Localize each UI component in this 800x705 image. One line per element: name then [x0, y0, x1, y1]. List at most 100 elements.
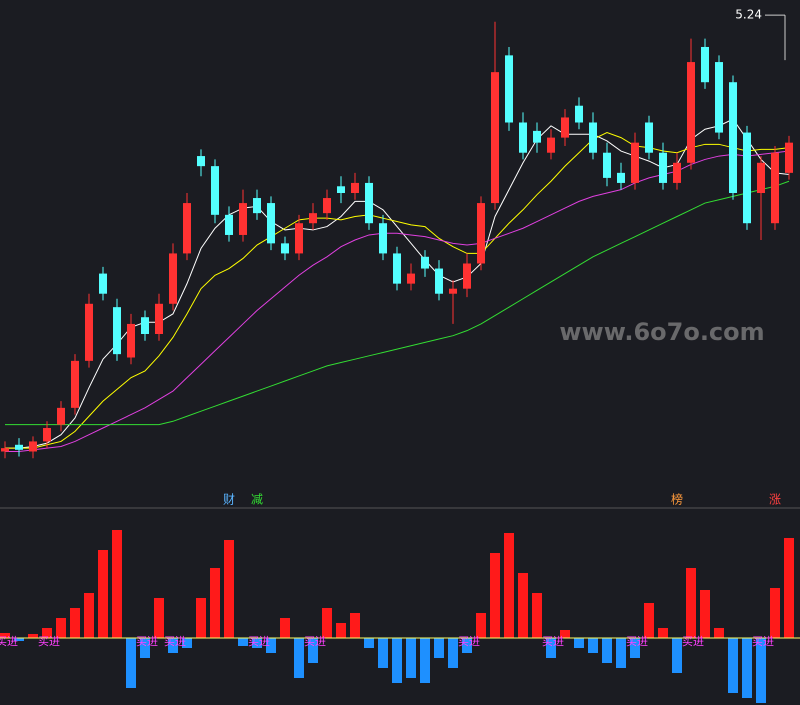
candle-body — [435, 268, 443, 294]
candle-body — [589, 122, 597, 153]
candle-body — [239, 203, 247, 235]
candle-body — [113, 307, 121, 355]
indicator-bar — [560, 630, 570, 638]
signal-label: 买进 — [458, 635, 480, 648]
candle-body — [407, 273, 415, 284]
signal-label: 买进 — [752, 635, 774, 648]
candle-body — [43, 428, 51, 442]
indicator-bar — [574, 638, 584, 648]
indicator-bar — [616, 638, 626, 668]
indicator-bar — [0, 633, 10, 638]
candle-body — [351, 182, 359, 193]
indicator-bar — [322, 608, 332, 638]
indicator-bar — [56, 618, 66, 638]
indicator-bar — [14, 638, 24, 641]
indicator-bar — [420, 638, 430, 683]
candle-body — [365, 182, 373, 224]
candle-body — [449, 288, 457, 294]
indicator-bar — [658, 628, 668, 638]
candle-body — [757, 162, 765, 193]
candle-body — [323, 198, 331, 214]
candle-body — [169, 253, 177, 304]
indicator-bar — [434, 638, 444, 658]
signal-label: 买进 — [0, 635, 18, 648]
indicator-bar — [42, 628, 52, 638]
candle-body — [197, 156, 205, 167]
candle-body — [729, 82, 737, 193]
candle-body — [99, 273, 107, 294]
event-label: 财 — [223, 493, 235, 507]
candle-body — [519, 122, 527, 153]
indicator-bar — [308, 638, 318, 663]
indicator-bar — [210, 568, 220, 638]
candle-body — [505, 55, 513, 123]
indicator-bar — [378, 638, 388, 668]
indicator-bar — [294, 638, 304, 678]
indicator-bar — [112, 530, 122, 638]
candle-body — [575, 105, 583, 123]
candle-body — [701, 46, 709, 83]
candle-body — [1, 448, 9, 452]
indicator-bar — [714, 628, 724, 638]
signal-label: 买进 — [304, 635, 326, 648]
indicator-bar — [448, 638, 458, 668]
ma-line — [5, 150, 790, 452]
indicator-bar — [602, 638, 612, 663]
candle-body — [141, 317, 149, 334]
indicator-bar — [504, 533, 514, 638]
indicator-bar — [644, 603, 654, 638]
signal-label: 买进 — [626, 635, 648, 648]
indicator-bar — [364, 638, 374, 648]
event-label: 减 — [251, 493, 263, 507]
indicator-bar — [196, 598, 206, 638]
signal-label: 买进 — [136, 635, 158, 648]
indicator-bar — [350, 613, 360, 638]
event-label: 榜 — [671, 492, 683, 507]
candle-body — [379, 223, 387, 254]
candle-body — [253, 198, 261, 214]
candle-body — [673, 162, 681, 183]
event-label: 涨 — [769, 492, 781, 507]
candle-body — [533, 130, 541, 143]
indicator-bar — [154, 598, 164, 638]
candle-body — [631, 142, 639, 183]
indicator-bar — [490, 553, 500, 638]
signal-label: 买进 — [682, 635, 704, 648]
candle-body — [477, 203, 485, 264]
indicator-bar — [588, 638, 598, 653]
candle-body — [15, 444, 23, 450]
candle-body — [617, 172, 625, 183]
indicator-bar — [238, 638, 248, 646]
indicator-bar — [84, 593, 94, 638]
candle-body — [743, 132, 751, 224]
candle-body — [491, 72, 499, 204]
candle-body — [547, 137, 555, 153]
candle-body — [29, 441, 37, 452]
indicator-bar — [686, 568, 696, 638]
candle-body — [687, 62, 695, 163]
indicator-bar — [406, 638, 416, 678]
candle-body — [715, 62, 723, 133]
candle-body — [309, 213, 317, 224]
indicator-bar — [392, 638, 402, 683]
candle-body — [645, 122, 653, 153]
candle-body — [603, 152, 611, 178]
indicator-bar — [546, 638, 556, 658]
candle-body — [337, 186, 345, 193]
candle-body — [561, 117, 569, 138]
indicator-bar — [770, 588, 780, 638]
candle-body — [267, 203, 275, 244]
indicator-bar — [28, 634, 38, 638]
indicator-bar — [630, 638, 640, 658]
indicator-bar — [784, 538, 794, 638]
indicator-bar — [336, 623, 346, 638]
candle-body — [155, 303, 163, 334]
candle-body — [659, 152, 667, 183]
indicator-bar — [126, 638, 136, 688]
indicator-bar — [476, 613, 486, 638]
indicator-bar — [266, 638, 276, 653]
indicator-bar — [756, 638, 766, 703]
candle-body — [85, 303, 93, 361]
candle-body — [771, 152, 779, 224]
